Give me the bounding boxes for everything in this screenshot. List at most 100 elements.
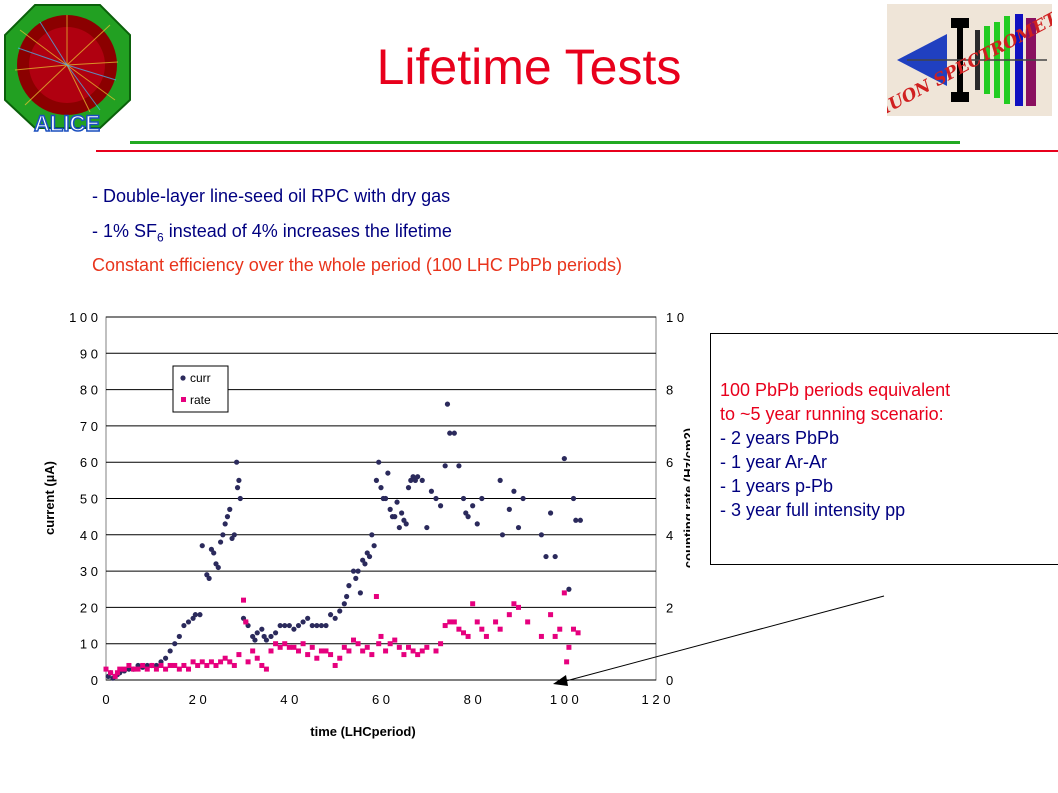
bullet-1: - Double-layer line-seed oil RPC with dr… [92,186,451,206]
curr-point [237,495,243,502]
curr-point [394,499,400,505]
curr-point [543,553,549,560]
y-tick-label: 3 0 [80,564,98,579]
rate-point [564,659,570,665]
curr-point [369,532,375,538]
curr-point [433,495,439,502]
curr-point [451,430,457,436]
curr-point [396,524,402,531]
rate-point [181,662,187,668]
x-tick-label: 1 2 0 [642,692,671,707]
y-tick-label: 9 0 [80,346,98,361]
rate-point [516,604,521,610]
rate-point [108,670,114,676]
rate-point [176,666,182,672]
rate-point [273,641,279,647]
rate-point [231,662,237,668]
curr-point [362,561,368,567]
curr-point [346,583,352,589]
curr-point [511,488,517,494]
curr-point [376,459,382,465]
curr-point [224,514,231,520]
rate-point [218,659,224,665]
curr-point [465,514,471,520]
rate-point [245,659,251,665]
rate-point [447,619,453,625]
curr-point [515,524,522,531]
curr-point [236,477,242,483]
rate-point [208,659,214,665]
curr-point [291,626,297,632]
rate-point [243,619,249,625]
y-tick-label: 6 0 [80,455,98,470]
rate-point [575,630,581,636]
rate-point [144,666,150,672]
rate-point [456,626,462,632]
rate-point [552,633,558,639]
rate-point [282,641,288,647]
rate-point [114,670,120,676]
curr-point [366,553,373,560]
rate-point [387,641,393,647]
curr-point [444,401,451,407]
curr-point [167,648,173,654]
curr-point [259,626,265,632]
rate-point [227,659,233,665]
curr-point [428,488,435,494]
alice-logo-text: ALICE [34,111,100,135]
info-box: 100 PbPb periods equivalent to ~5 year r… [710,333,1058,565]
curr-point [399,510,405,516]
curr-point [506,506,512,512]
rate-point [190,659,196,665]
rate-point [442,623,448,629]
curr-point [447,430,453,436]
bullet-2-post: instead of 4% increases the lifetime [163,221,452,241]
info-item: - 2 years PbPb [720,428,840,448]
rate-point [158,662,164,668]
curr-point [415,474,421,480]
rate-point [392,637,398,643]
rate-point [479,626,485,632]
y-tick-label: 2 0 [80,600,98,615]
rate-point [222,655,228,661]
y-right-tick-label: 4 [666,528,673,543]
curr-point [470,503,476,509]
rate-point [376,641,382,647]
rate-point [195,662,201,668]
rate-point [296,648,301,654]
rate-point [126,662,132,668]
rate-point [474,619,480,625]
rate-point [259,662,265,668]
legend-rate-marker [181,397,186,402]
rate-point [465,633,471,639]
curr-point [419,477,425,483]
curr-point [277,622,283,629]
curr-point [199,543,205,549]
y-axis-label: current (µA) [42,461,57,535]
rate-point [254,655,260,661]
rate-point [332,662,338,668]
rate-point [172,662,178,668]
curr-point [282,622,288,629]
curr-point [206,575,212,581]
curr-point [456,463,462,469]
y-right-tick-label: 8 [666,383,673,398]
curr-point [332,615,338,621]
rate-point [163,666,169,672]
y-tick-label: 8 0 [80,383,98,398]
rate-point [112,673,118,679]
curr-point [341,601,347,607]
y-tick-label: 1 0 0 [69,310,98,325]
alice-logo: ALICE [0,0,135,137]
rate-point [451,619,457,625]
title-underline-red [96,150,1058,152]
bullet-2: - 1% SF6 instead of 4% increases the lif… [92,221,452,245]
x-tick-label: 0 [102,692,109,707]
rate-point [277,644,283,650]
y-tick-label: 4 0 [80,528,98,543]
rate-point [433,648,439,654]
rate-point [300,641,306,647]
curr-point [385,470,391,476]
rate-point [378,633,384,639]
rate-point [241,597,246,603]
